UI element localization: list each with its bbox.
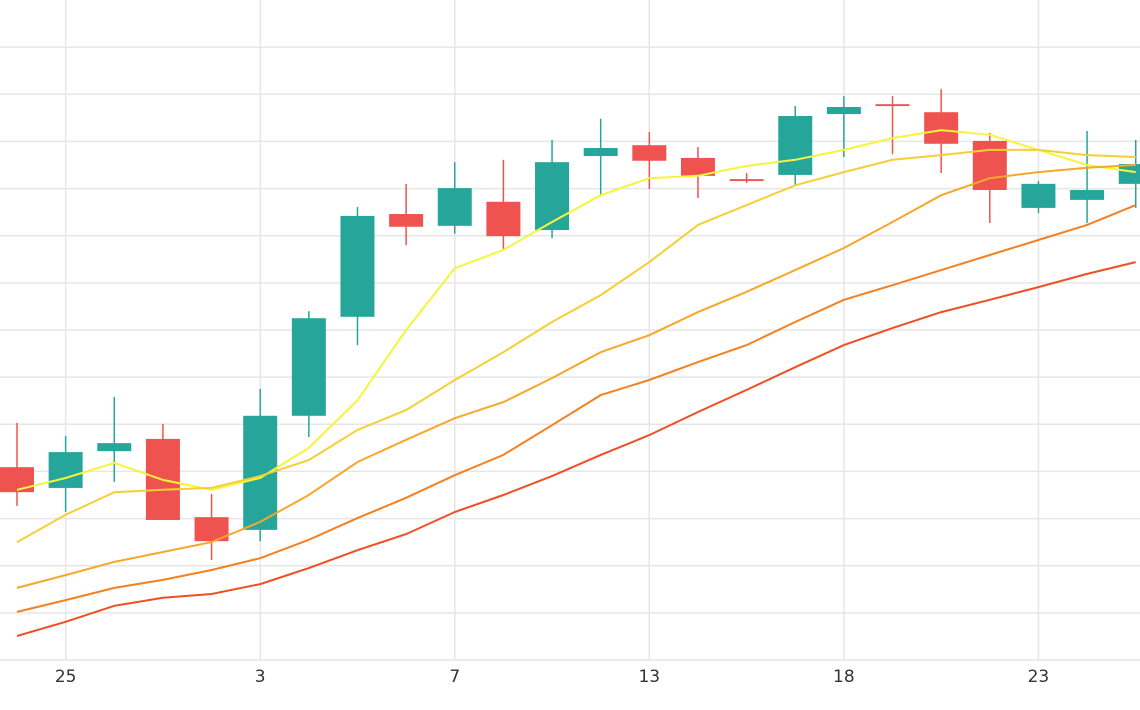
x-tick-label: 25 xyxy=(55,667,77,687)
moving-average-line xyxy=(16,261,1136,637)
candle-body xyxy=(389,214,424,227)
candle-body xyxy=(1118,164,1140,184)
candle-body xyxy=(875,104,910,107)
moving-average-line xyxy=(16,129,1136,491)
candle-body xyxy=(486,201,521,237)
candle-body xyxy=(340,215,375,317)
candle-body xyxy=(778,115,813,175)
candle-body xyxy=(0,467,34,493)
candle-body xyxy=(924,112,959,144)
candle-body xyxy=(583,148,618,157)
candle-body xyxy=(680,157,715,176)
moving-average-line xyxy=(16,148,1136,543)
x-tick-label: 23 xyxy=(1028,667,1050,687)
candle-body xyxy=(535,162,570,231)
moving-average-line xyxy=(16,204,1137,613)
x-tick-label: 3 xyxy=(255,667,266,687)
candle-body xyxy=(48,452,83,488)
candle-body xyxy=(97,443,132,452)
candle-body xyxy=(1070,189,1105,200)
x-tick-label: 7 xyxy=(449,667,460,687)
x-tick-label: 13 xyxy=(638,667,660,687)
candle-body xyxy=(826,107,861,115)
candle-body xyxy=(291,318,326,416)
x-tick-label: 18 xyxy=(833,667,855,687)
moving-average-line xyxy=(16,164,1136,589)
candle-body xyxy=(437,188,472,226)
candle-body xyxy=(729,179,764,182)
candle-body xyxy=(632,145,667,161)
candle-body xyxy=(1021,183,1056,208)
